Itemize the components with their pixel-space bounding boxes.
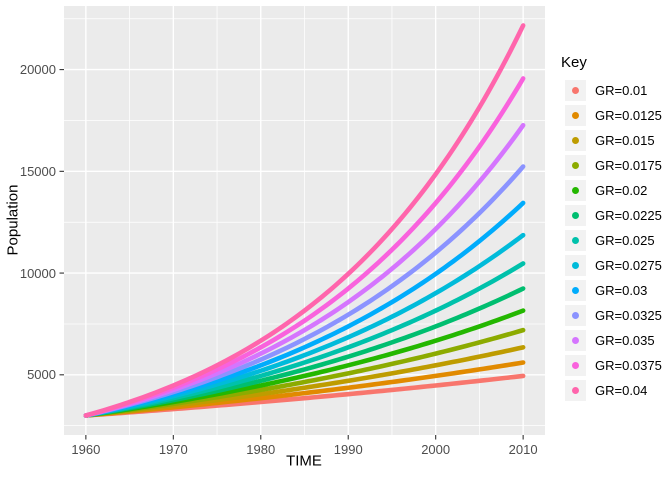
legend-key-dot <box>572 162 579 169</box>
y-tick-label: 5000 <box>27 367 56 383</box>
x-tick-label: 1970 <box>158 442 188 457</box>
legend-item-label: GR=0.0375 <box>595 358 662 373</box>
series-line-gr-0.04 <box>83 23 526 418</box>
legend-item: GR=0.015 <box>561 128 671 153</box>
legend-key <box>565 105 586 126</box>
legend-item-label: GR=0.02 <box>595 183 648 198</box>
legend-key-dot <box>572 262 579 269</box>
legend-key <box>565 230 586 251</box>
legend-key-dot <box>572 212 579 219</box>
legend-key-dot <box>572 287 579 294</box>
legend-key <box>565 80 586 101</box>
legend-key <box>565 155 586 176</box>
legend-item-label: GR=0.03 <box>595 283 648 298</box>
legend-items: GR=0.01 GR=0.0125 GR=0.015 GR=0.0175 GR=0.02… <box>561 78 671 403</box>
legend-item: GR=0.025 <box>561 228 671 253</box>
legend-item-label: GR=0.0325 <box>595 308 662 323</box>
legend-item: GR=0.01 <box>561 78 671 103</box>
legend-key <box>565 255 586 276</box>
y-axis-title: Population <box>4 184 22 256</box>
legend-key-dot <box>572 312 579 319</box>
x-tick-label: 1960 <box>71 442 101 457</box>
legend-key-dot <box>572 187 579 194</box>
legend: Key GR=0.01 GR=0.0125 GR=0.015 GR=0.0175 GR=… <box>561 55 671 403</box>
legend-key-dot <box>572 387 579 394</box>
legend-item-label: GR=0.04 <box>595 383 648 398</box>
legend-item: GR=0.0375 <box>561 353 671 378</box>
legend-item: GR=0.0275 <box>561 253 671 278</box>
legend-key <box>565 280 586 301</box>
legend-key <box>565 205 586 226</box>
legend-item: GR=0.03 <box>561 278 671 303</box>
x-tick-label: 1990 <box>333 442 363 457</box>
legend-title: Key <box>561 54 587 71</box>
legend-key-dot <box>572 112 579 119</box>
legend-key-dot <box>572 337 579 344</box>
legend-key <box>565 130 586 151</box>
legend-item-label: GR=0.01 <box>595 83 648 98</box>
legend-item-label: GR=0.025 <box>595 233 655 248</box>
legend-item-label: GR=0.015 <box>595 133 655 148</box>
legend-key-dot <box>572 362 579 369</box>
legend-key-dot <box>572 87 579 94</box>
y-tick-label: 15000 <box>19 163 56 179</box>
legend-key <box>565 330 586 351</box>
x-axis-title: TIME <box>286 452 322 470</box>
legend-item-label: GR=0.0275 <box>595 258 662 273</box>
legend-key-dot <box>572 137 579 144</box>
legend-item: GR=0.02 <box>561 178 671 203</box>
legend-item: GR=0.0175 <box>561 153 671 178</box>
legend-item: GR=0.0325 <box>561 303 671 328</box>
legend-key <box>565 355 586 376</box>
legend-item-label: GR=0.0125 <box>595 108 662 123</box>
x-tick-label: 1980 <box>246 442 276 457</box>
x-tick-label: 2000 <box>421 442 451 457</box>
legend-item: GR=0.035 <box>561 328 671 353</box>
legend-key <box>565 305 586 326</box>
legend-item-label: GR=0.035 <box>595 333 655 348</box>
x-tick-label: 2010 <box>508 442 538 457</box>
legend-key-dot <box>572 237 579 244</box>
y-tick-label: 20000 <box>19 62 56 78</box>
legend-item-label: GR=0.0225 <box>595 208 662 223</box>
legend-item-label: GR=0.0175 <box>595 158 662 173</box>
legend-item: GR=0.04 <box>561 378 671 403</box>
legend-item: GR=0.0125 <box>561 103 671 128</box>
legend-item: GR=0.0225 <box>561 203 671 228</box>
legend-key <box>565 380 586 401</box>
legend-key <box>565 180 586 201</box>
y-tick-label: 10000 <box>19 265 56 281</box>
